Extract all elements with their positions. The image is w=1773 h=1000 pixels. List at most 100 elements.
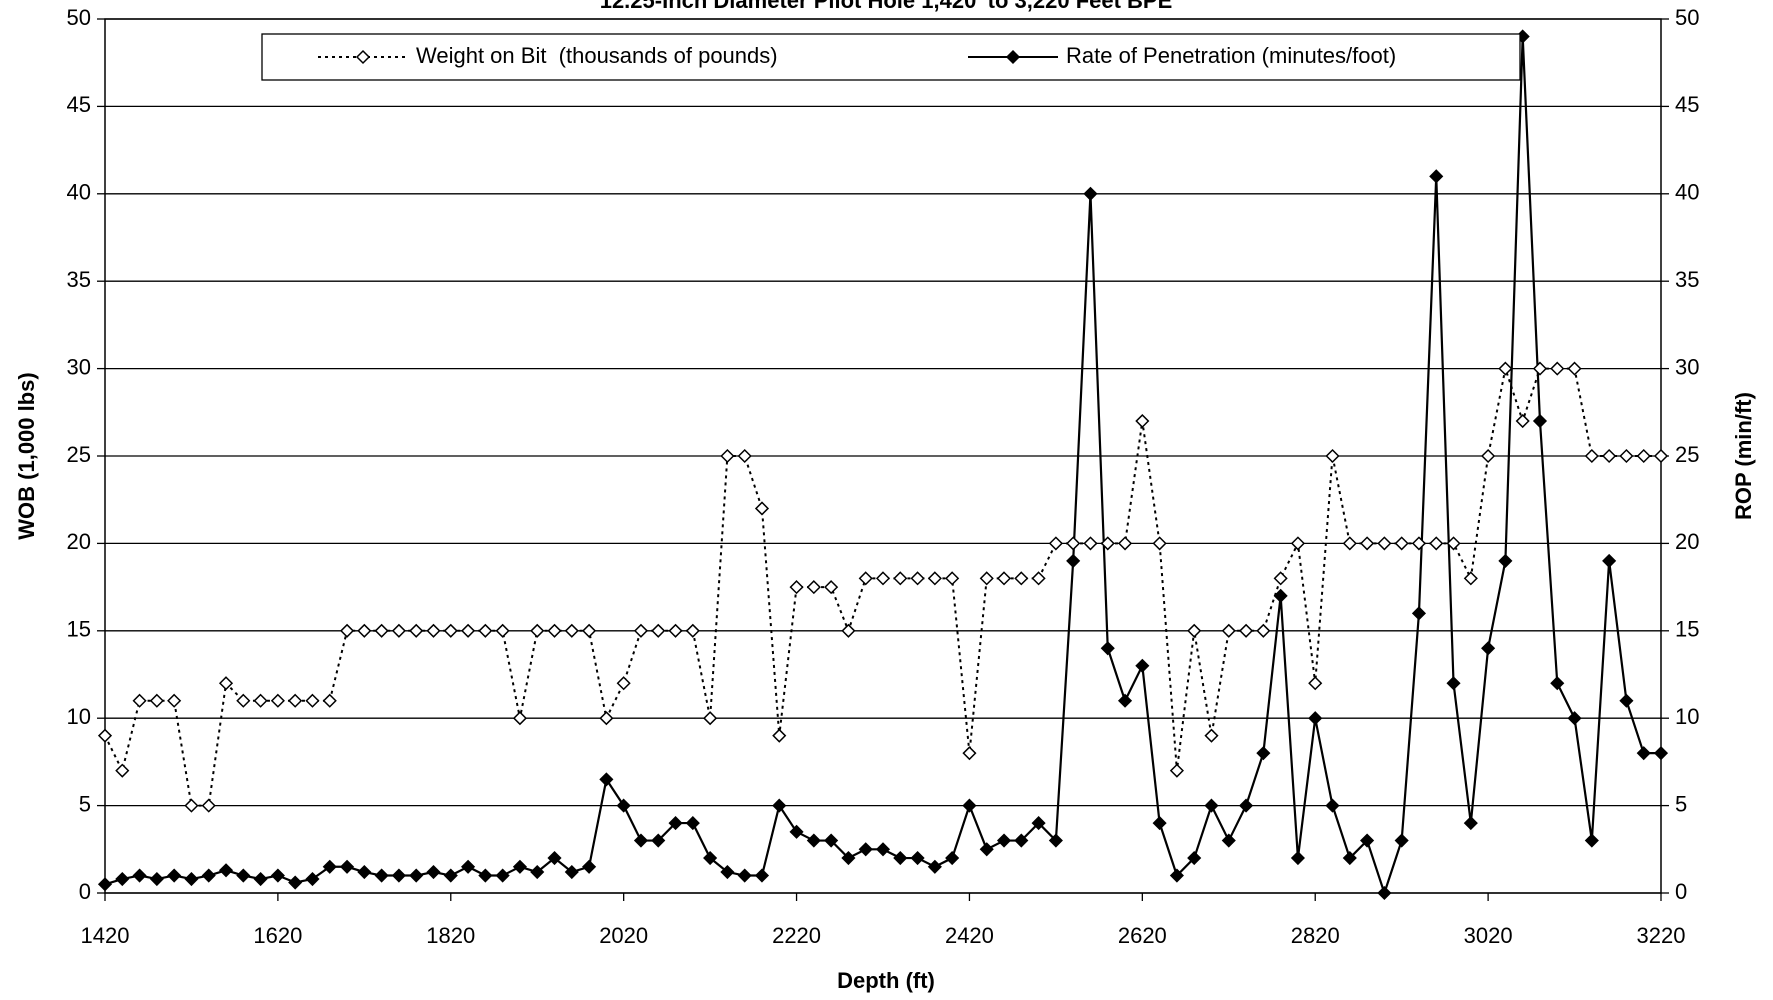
data-point [875, 842, 891, 857]
data-point [1083, 186, 1098, 201]
data-point [1031, 816, 1046, 831]
data-point [772, 798, 787, 813]
data-point [149, 693, 164, 708]
data-point [1567, 711, 1582, 726]
data-point [236, 693, 251, 708]
y-tick-label: 5 [79, 791, 91, 816]
data-point [409, 623, 424, 638]
data-point [651, 833, 666, 848]
data-point [1498, 361, 1513, 376]
data-point [945, 571, 960, 586]
data-point [616, 798, 631, 813]
data-point [1619, 693, 1634, 708]
data-point [1429, 536, 1444, 551]
data-point [564, 864, 579, 880]
data-point [1100, 536, 1115, 551]
data-point [1048, 833, 1063, 848]
data-point [651, 623, 666, 638]
data-point [1066, 536, 1081, 551]
data-point [1014, 833, 1029, 848]
data-point [1221, 623, 1236, 638]
data-point [1394, 536, 1409, 551]
data-point [495, 868, 510, 883]
data-point [1187, 623, 1202, 638]
data-point [1169, 868, 1184, 883]
data-point [1463, 571, 1478, 586]
data-point [218, 863, 234, 878]
data-point [996, 833, 1012, 848]
x-tick-label: 1420 [81, 923, 130, 948]
data-point [1411, 536, 1427, 551]
y2-tick-label: 20 [1675, 529, 1699, 554]
y2-tick-label: 40 [1675, 180, 1699, 205]
data-point [1463, 816, 1478, 831]
data-point [184, 871, 199, 887]
y-tick-label: 35 [67, 267, 91, 292]
y2-tick-label: 25 [1675, 442, 1699, 467]
data-point [910, 850, 925, 866]
data-point [426, 864, 441, 880]
data-point [1446, 676, 1461, 691]
data-point [1342, 850, 1357, 866]
data-point [979, 842, 994, 857]
data-point [1532, 413, 1548, 429]
data-point [512, 711, 527, 726]
data-point [547, 623, 562, 638]
data-point [97, 877, 113, 892]
data-point [1584, 833, 1599, 848]
legend-box [261, 33, 1521, 81]
data-point [893, 850, 908, 866]
data-point [530, 623, 545, 638]
data-point [582, 859, 597, 874]
data-point [478, 868, 493, 883]
data-point [1532, 361, 1548, 376]
data-point [1187, 850, 1202, 866]
data-point [253, 871, 268, 887]
y-tick-label: 50 [67, 5, 91, 30]
data-point [1360, 833, 1375, 848]
data-point [703, 850, 718, 866]
data-point [357, 623, 372, 638]
data-point [1273, 571, 1288, 586]
data-point [1014, 571, 1029, 586]
data-point [391, 623, 406, 638]
y-tick-label: 40 [67, 180, 91, 205]
y-tick-label: 20 [67, 529, 91, 554]
y2-tick-label: 15 [1675, 617, 1699, 642]
data-point [305, 871, 320, 887]
data-point [1653, 448, 1669, 464]
data-point [945, 850, 960, 866]
data-point [1239, 798, 1254, 813]
x-tick-label: 2220 [772, 923, 821, 948]
data-point [633, 833, 649, 848]
data-point [1429, 169, 1444, 184]
x-tick-label: 2420 [945, 923, 994, 948]
y-tick-label: 30 [67, 354, 91, 379]
data-point [599, 711, 614, 726]
data-point [443, 868, 458, 883]
y2-tick-label: 5 [1675, 791, 1687, 816]
y-tick-label: 0 [79, 879, 91, 904]
data-point [754, 868, 770, 883]
data-point [1394, 833, 1409, 848]
data-point [1619, 448, 1634, 464]
x-tick-label: 1820 [426, 923, 475, 948]
data-point [703, 711, 718, 726]
data-point [1221, 833, 1236, 848]
chart-title: 12.25-Inch Diameter Pilot Hole 1,420' to… [600, 0, 1173, 13]
data-point [1550, 676, 1565, 691]
data-point [841, 850, 856, 866]
data-point [927, 859, 942, 874]
data-point [1584, 448, 1599, 464]
data-point [1308, 676, 1323, 691]
data-point [668, 623, 683, 638]
data-point [201, 868, 216, 883]
data-point [1204, 728, 1219, 743]
data-point [927, 571, 942, 586]
data-point [1325, 798, 1340, 813]
data-point [1481, 448, 1496, 464]
y-tick-label: 45 [67, 92, 91, 117]
data-point [1636, 448, 1651, 464]
data-point [270, 868, 285, 883]
